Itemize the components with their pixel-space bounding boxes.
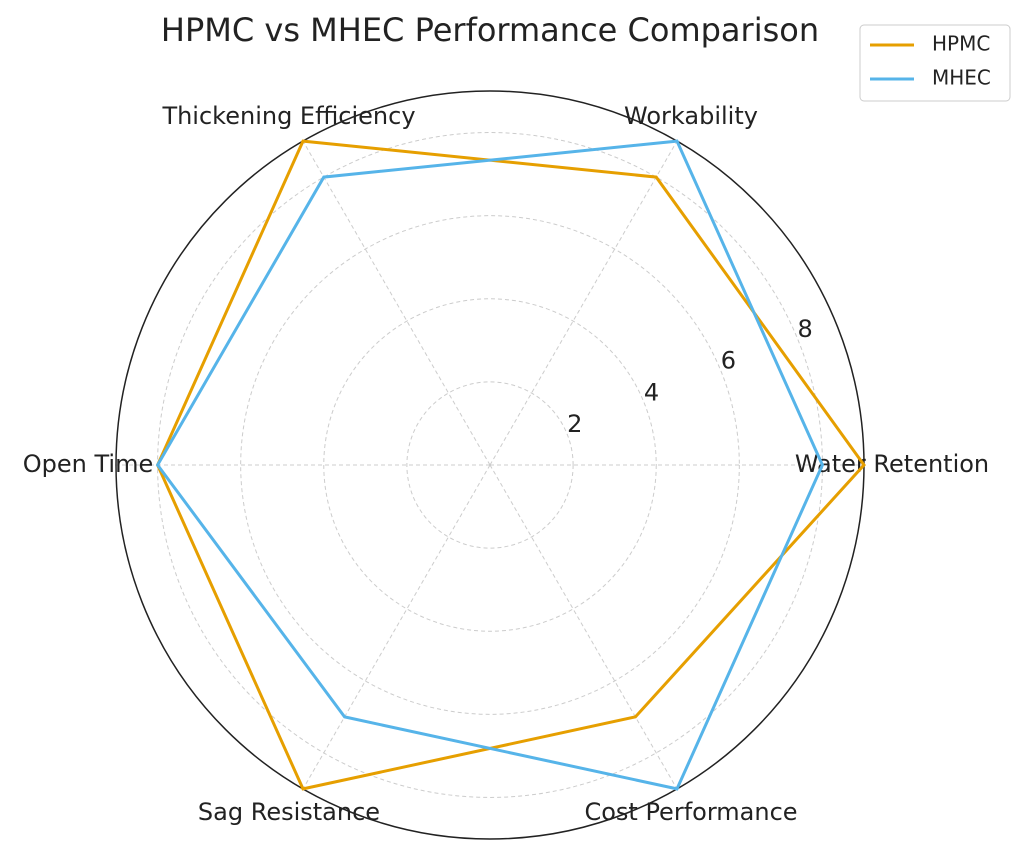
r-tick-label: 6: [721, 347, 736, 375]
category-label: Sag Resistance: [198, 798, 380, 826]
r-tick-label: 2: [567, 410, 582, 438]
r-tick-label: 4: [644, 378, 659, 406]
r-tick-label: 8: [797, 315, 812, 343]
spoke: [489, 140, 678, 466]
spoke: [489, 464, 678, 790]
grid-ring: [323, 298, 657, 632]
grid-ring: [240, 215, 740, 715]
spoke: [302, 464, 491, 790]
category-label: Thickening Efficiency: [161, 102, 415, 130]
legend-label: HPMC: [932, 32, 990, 56]
category-label: Open Time: [23, 450, 153, 478]
legend-label: MHEC: [932, 66, 991, 90]
category-label: Cost Performance: [584, 798, 797, 826]
chart-title: HPMC vs MHEC Performance Comparison: [161, 11, 819, 49]
category-label: Workability: [624, 102, 758, 130]
spoke: [302, 140, 491, 466]
series-line: [155, 139, 825, 791]
legend: HPMC MHEC: [859, 24, 1011, 102]
category-label: Water Retention: [795, 450, 989, 478]
grid-ring: [406, 381, 574, 549]
